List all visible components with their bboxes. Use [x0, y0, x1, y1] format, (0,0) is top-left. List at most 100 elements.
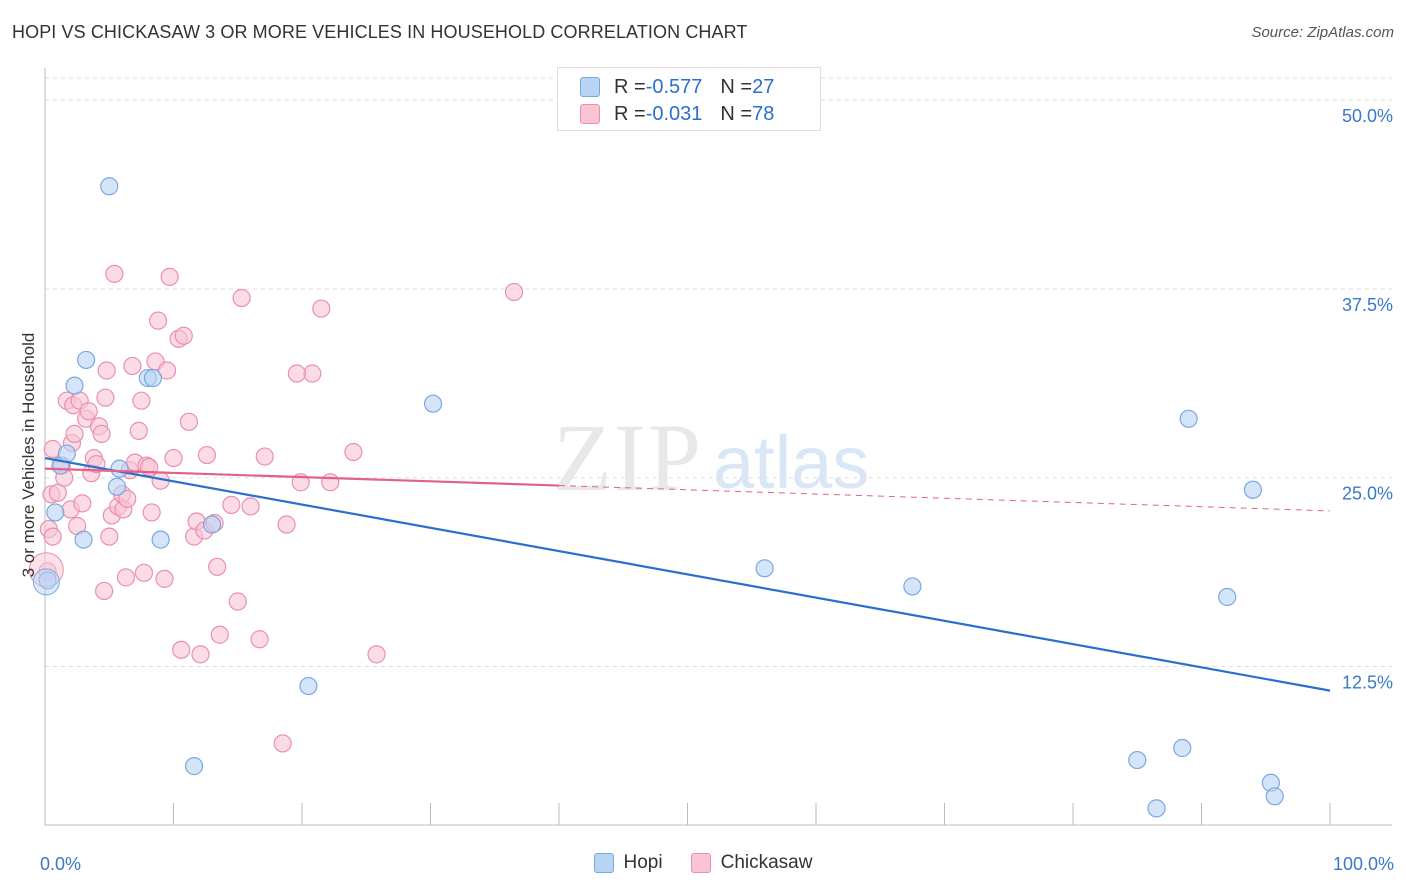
chickasaw-point: [344, 442, 363, 462]
watermark-atlas: atlas: [713, 421, 869, 504]
y-tick-label: 25.0%: [1342, 484, 1393, 504]
hopi-r-label: R =: [614, 75, 646, 98]
hopi-point: [1179, 409, 1198, 428]
chickasaw-point: [118, 489, 137, 508]
chickasaw-point: [210, 625, 229, 644]
chickasaw-trend-extension: [558, 485, 1331, 512]
chickasaw-swatch: [580, 104, 600, 124]
chickasaw-point: [148, 311, 168, 330]
hopi-swatch: [580, 77, 600, 97]
hopi-point: [100, 177, 119, 196]
hopi-point: [1218, 587, 1237, 607]
tick-labels: 12.5% 25.0% 37.5% 50.0% 0.0% 100.0% 3 or more …: [19, 106, 1394, 874]
hopi-point: [57, 444, 76, 463]
trend-lines: [44, 456, 1331, 692]
chickasaw-point: [228, 592, 247, 611]
chickasaw-point: [312, 299, 331, 318]
hopi-n-label: N =: [720, 75, 753, 98]
legend-row-hopi: R = -0.577 N = 27: [580, 74, 774, 100]
chickasaw-legend-swatch: [690, 853, 711, 873]
source-label: Source: ZipAtlas.com: [1251, 24, 1394, 41]
hopi-point: [1147, 799, 1166, 818]
chickasaw-point: [142, 503, 161, 522]
chickasaw-point: [321, 473, 340, 492]
chickasaw-point: [92, 424, 111, 444]
chickasaw-point: [164, 448, 183, 468]
hopi-point: [184, 757, 204, 776]
correlation-legend: R = -0.577 N = 27 R = -0.031 N = 78: [557, 67, 821, 131]
chickasaw-point: [79, 402, 98, 421]
y-tick-label: 12.5%: [1342, 672, 1393, 692]
hopi-legend-swatch: [593, 853, 614, 873]
chickasaw-point: [277, 515, 296, 534]
hopi-point: [143, 368, 163, 388]
chickasaw-point: [197, 445, 217, 465]
chickasaw-n-label: N =: [720, 102, 753, 125]
y-tick-label: 37.5%: [1342, 295, 1393, 315]
chickasaw-point: [160, 267, 179, 286]
hopi-point: [65, 376, 84, 395]
hopi-trend-line: [44, 456, 1331, 692]
chickasaw-point: [73, 494, 92, 513]
chickasaw-point: [367, 645, 386, 664]
hopi-point: [107, 477, 127, 496]
chart-title: HOPI VS CHICKASAW 3 OR MORE VEHICLES IN …: [12, 22, 748, 42]
hopi-point: [1173, 738, 1192, 758]
chickasaw-point: [287, 364, 306, 383]
hopi-point: [1128, 750, 1147, 770]
hopi-legend-label: Hopi: [623, 852, 663, 873]
y-tick-label: 50.0%: [1342, 106, 1393, 126]
chickasaw-point: [222, 495, 241, 514]
chickasaw-point: [48, 483, 67, 502]
hopi-n-value: 27: [752, 75, 775, 98]
chickasaw-points: [28, 264, 524, 753]
watermark: ZIP atlas: [553, 404, 869, 511]
chickasaw-legend-label: Chickasaw: [720, 852, 813, 873]
chickasaw-point: [155, 569, 174, 588]
x-tick-label: 0.0%: [40, 854, 81, 874]
hopi-point: [110, 459, 129, 478]
chickasaw-point: [250, 630, 269, 649]
chickasaw-point: [132, 391, 151, 410]
hopi-point: [1243, 480, 1263, 499]
hopi-r-value: -0.577: [645, 75, 703, 98]
chickasaw-point: [96, 388, 115, 407]
chickasaw-point: [123, 356, 142, 376]
chickasaw-point: [208, 557, 227, 576]
chickasaw-r-value: -0.031: [645, 102, 703, 125]
chickasaw-r-label: R =: [614, 102, 646, 125]
x-tick-label: 100.0%: [1333, 854, 1394, 874]
hopi-point: [202, 515, 222, 534]
chickasaw-trend-line: [44, 467, 560, 487]
chickasaw-point: [129, 421, 148, 440]
legend-item-chickasaw[interactable]: Chickasaw: [690, 852, 813, 874]
chickasaw-point: [504, 282, 524, 302]
chickasaw-point: [191, 645, 210, 664]
chickasaw-point: [65, 424, 84, 444]
chickasaw-n-value: 78: [752, 102, 775, 125]
hopi-point: [151, 530, 170, 549]
chickasaw-point: [241, 497, 260, 516]
chickasaw-point: [43, 527, 62, 546]
hopi-point: [74, 530, 93, 549]
chickasaw-point: [179, 412, 199, 431]
chickasaw-point: [134, 563, 154, 582]
chickasaw-point: [273, 734, 292, 753]
hopi-point: [755, 559, 774, 578]
chickasaw-point: [116, 568, 136, 587]
legend-row-chickasaw: R = -0.031 N = 78: [580, 101, 774, 127]
watermark-zip: ZIP: [553, 404, 703, 511]
chickasaw-point: [157, 361, 177, 380]
chickasaw-point: [172, 640, 191, 659]
hopi-point: [1265, 787, 1284, 806]
legend-item-hopi[interactable]: Hopi: [593, 852, 663, 874]
chickasaw-point: [255, 447, 274, 466]
chickasaw-point: [232, 288, 251, 308]
chickasaw-point: [303, 364, 322, 383]
series-legend: Hopi Chickasaw: [0, 852, 1406, 874]
chickasaw-point: [105, 264, 124, 283]
y-axis-label: 3 or more Vehicles in Household: [19, 333, 38, 578]
hopi-point-cluster: [32, 568, 60, 596]
hopi-point: [423, 394, 443, 413]
